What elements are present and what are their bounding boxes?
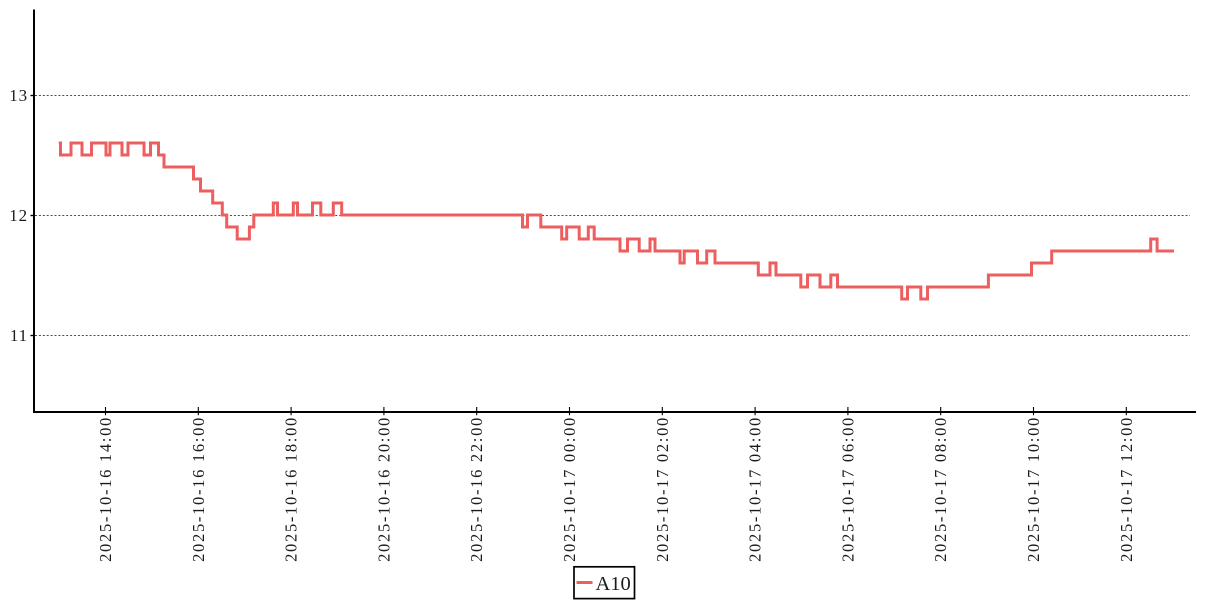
svg-text:11: 11 — [10, 326, 28, 345]
svg-text:2025-10-16 20:00: 2025-10-16 20:00 — [374, 416, 393, 562]
svg-text:A10: A10 — [596, 573, 631, 595]
svg-text:12: 12 — [9, 206, 28, 225]
svg-text:2025-10-17 10:00: 2025-10-17 10:00 — [1024, 416, 1043, 562]
svg-text:13: 13 — [9, 86, 28, 105]
svg-text:2025-10-17 08:00: 2025-10-17 08:00 — [931, 416, 950, 562]
svg-text:2025-10-17 04:00: 2025-10-17 04:00 — [746, 416, 765, 562]
svg-text:2025-10-16 18:00: 2025-10-16 18:00 — [282, 416, 301, 562]
svg-text:2025-10-17 12:00: 2025-10-17 12:00 — [1117, 416, 1136, 562]
svg-text:2025-10-16 14:00: 2025-10-16 14:00 — [96, 416, 115, 562]
svg-text:2025-10-16 16:00: 2025-10-16 16:00 — [189, 416, 208, 562]
svg-text:2025-10-17 00:00: 2025-10-17 00:00 — [560, 416, 579, 562]
svg-text:2025-10-16 22:00: 2025-10-16 22:00 — [467, 416, 486, 562]
svg-text:2025-10-17 06:00: 2025-10-17 06:00 — [838, 416, 857, 562]
svg-text:2025-10-17 02:00: 2025-10-17 02:00 — [653, 416, 672, 562]
